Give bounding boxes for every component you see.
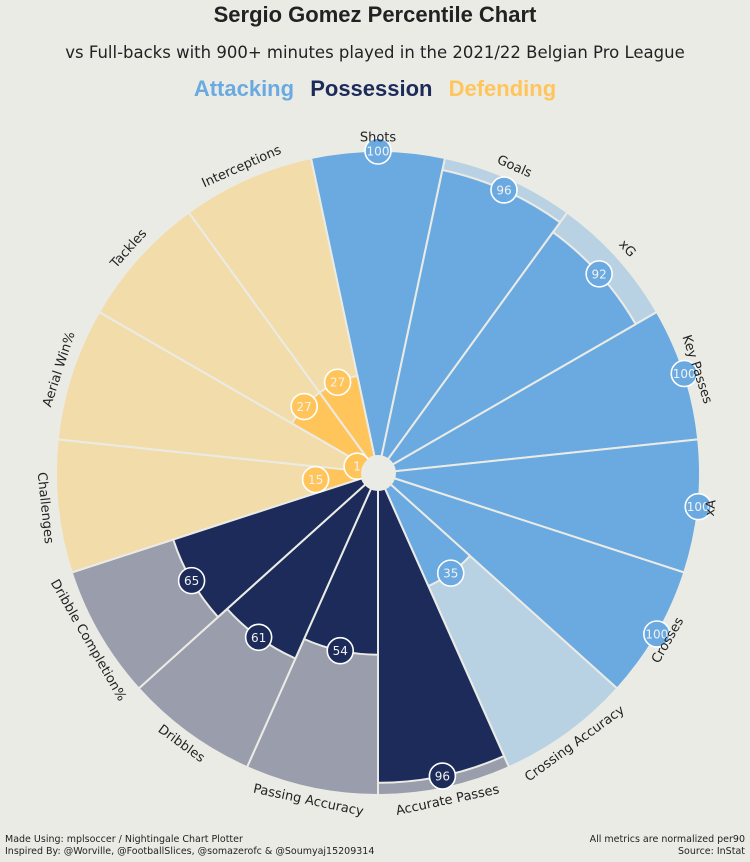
value-label: 65 — [184, 574, 199, 588]
value-label: 92 — [592, 267, 607, 281]
value-badge-circle — [585, 260, 613, 288]
legend-attacking: Attacking — [193, 76, 295, 101]
metric-label-11: Challenges — [34, 472, 56, 545]
metric-label-4: xA — [703, 499, 720, 517]
value-label: 100 — [687, 500, 710, 514]
value-badge-circle — [670, 359, 699, 388]
value-badge-7: 96 — [428, 762, 457, 790]
metric-label-2: xG — [615, 237, 638, 260]
value-badge-14: 27 — [323, 368, 352, 397]
metric-label-0: Shots — [360, 131, 397, 146]
value-badge-circle — [428, 762, 457, 790]
value-badge-circle — [290, 392, 318, 421]
value-label: 27 — [297, 400, 312, 414]
value-badge-circle — [301, 465, 330, 494]
value-label: 15 — [308, 473, 323, 487]
footer-credits: Made Using: mplsoccer / Nightingale Char… — [5, 834, 374, 858]
value-badge-0: 100 — [364, 137, 392, 165]
value-badge-circle — [643, 620, 671, 648]
value-label: 100 — [367, 145, 390, 159]
value-badge-circle — [364, 137, 392, 165]
center-hole — [361, 456, 395, 490]
footer-inspired-by: Inspired By: @Worville, @FootballSlices,… — [5, 846, 375, 857]
value-badge-8: 54 — [326, 636, 355, 665]
value-badge-circle — [326, 636, 355, 665]
value-label: 54 — [333, 644, 348, 658]
value-label: 61 — [251, 631, 266, 645]
value-badge-3: 100 — [670, 359, 699, 388]
value-badge-circle — [177, 566, 206, 595]
value-badge-5: 100 — [643, 620, 671, 648]
chart-subtitle: vs Full-backs with 900+ minutes played i… — [65, 43, 685, 62]
footer-made-using: Made Using: mplsoccer / Nightingale Char… — [5, 834, 243, 845]
value-wedges — [172, 149, 701, 784]
value-label: 1 — [353, 460, 361, 474]
value-badge-circle — [684, 492, 713, 521]
legend-possession: Possession — [310, 76, 433, 101]
chart-title: Sergio Gomez Percentile Chart — [213, 2, 537, 27]
value-label: 96 — [496, 183, 511, 197]
value-label: 100 — [673, 367, 696, 381]
footer-normalized-note: All metrics are normalized per90 — [589, 834, 745, 845]
value-badge-11: 15 — [301, 465, 330, 494]
value-label: 35 — [443, 567, 458, 581]
footer-notes: All metrics are normalized per90 Source:… — [590, 834, 745, 858]
legend-defending: Defending — [448, 76, 557, 101]
value-badge-circle — [244, 623, 273, 652]
value-badge-circle — [323, 368, 352, 397]
value-badge-10: 65 — [177, 566, 206, 595]
value-badge-4: 100 — [684, 492, 713, 521]
value-label: 27 — [330, 376, 345, 390]
value-label: 100 — [645, 628, 668, 642]
value-badge-6: 35 — [436, 559, 465, 587]
value-badge-circle — [436, 559, 465, 587]
value-badge-13: 27 — [290, 392, 318, 421]
value-badge-2: 92 — [585, 260, 613, 288]
legend: Attacking Possession Defending — [0, 76, 750, 102]
value-badge-circle — [490, 176, 518, 204]
value-badge-1: 96 — [490, 176, 518, 204]
value-badge-9: 61 — [244, 623, 273, 652]
footer-source: Source: InStat — [678, 846, 745, 857]
value-label: 96 — [435, 770, 450, 784]
value-badges: 100 96 92 100 100 100 35 96 54 61 65 15 1 27 27 — [177, 137, 713, 790]
